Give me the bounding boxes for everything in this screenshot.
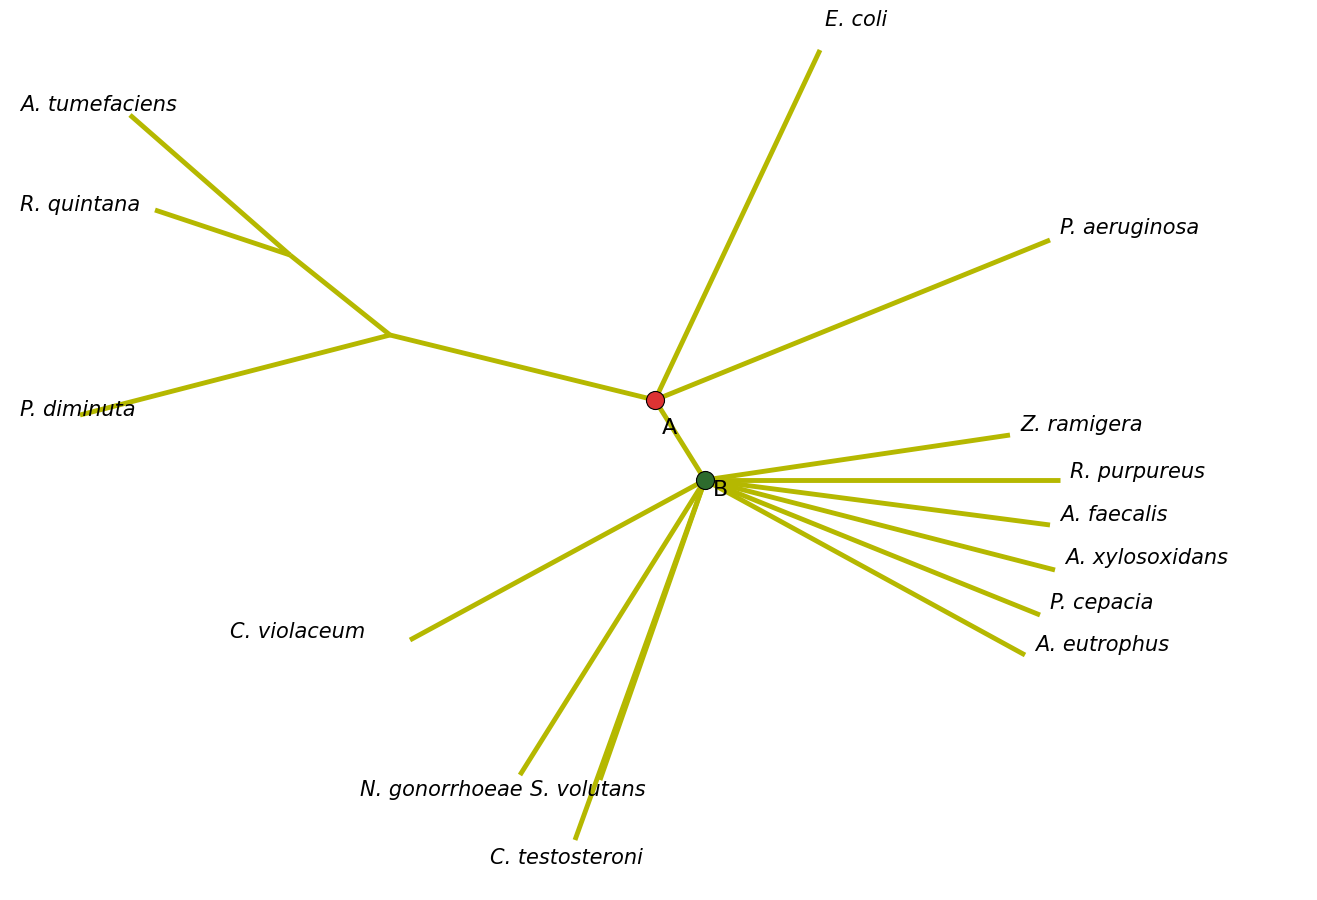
Text: E. coli: E. coli	[824, 10, 888, 30]
Text: A. eutrophus: A. eutrophus	[1035, 635, 1169, 655]
Text: Z. ramigera: Z. ramigera	[1019, 415, 1143, 435]
Text: N. gonorrhoeae: N. gonorrhoeae	[360, 780, 523, 800]
Text: A. xylosoxidans: A. xylosoxidans	[1065, 548, 1227, 568]
Text: P. cepacia: P. cepacia	[1050, 593, 1154, 613]
Text: B: B	[712, 480, 728, 500]
Text: C. violaceum: C. violaceum	[230, 622, 365, 642]
Text: P. diminuta: P. diminuta	[20, 400, 136, 420]
Text: A. faecalis: A. faecalis	[1060, 505, 1167, 525]
Text: C. testosteroni: C. testosteroni	[490, 848, 643, 868]
Text: P. aeruginosa: P. aeruginosa	[1060, 218, 1198, 238]
Text: S. volutans: S. volutans	[529, 780, 645, 800]
Text: R. purpureus: R. purpureus	[1069, 462, 1205, 482]
Text: A. tumefaciens: A. tumefaciens	[20, 95, 176, 115]
Text: R. quintana: R. quintana	[20, 195, 140, 215]
Text: A: A	[662, 418, 677, 438]
